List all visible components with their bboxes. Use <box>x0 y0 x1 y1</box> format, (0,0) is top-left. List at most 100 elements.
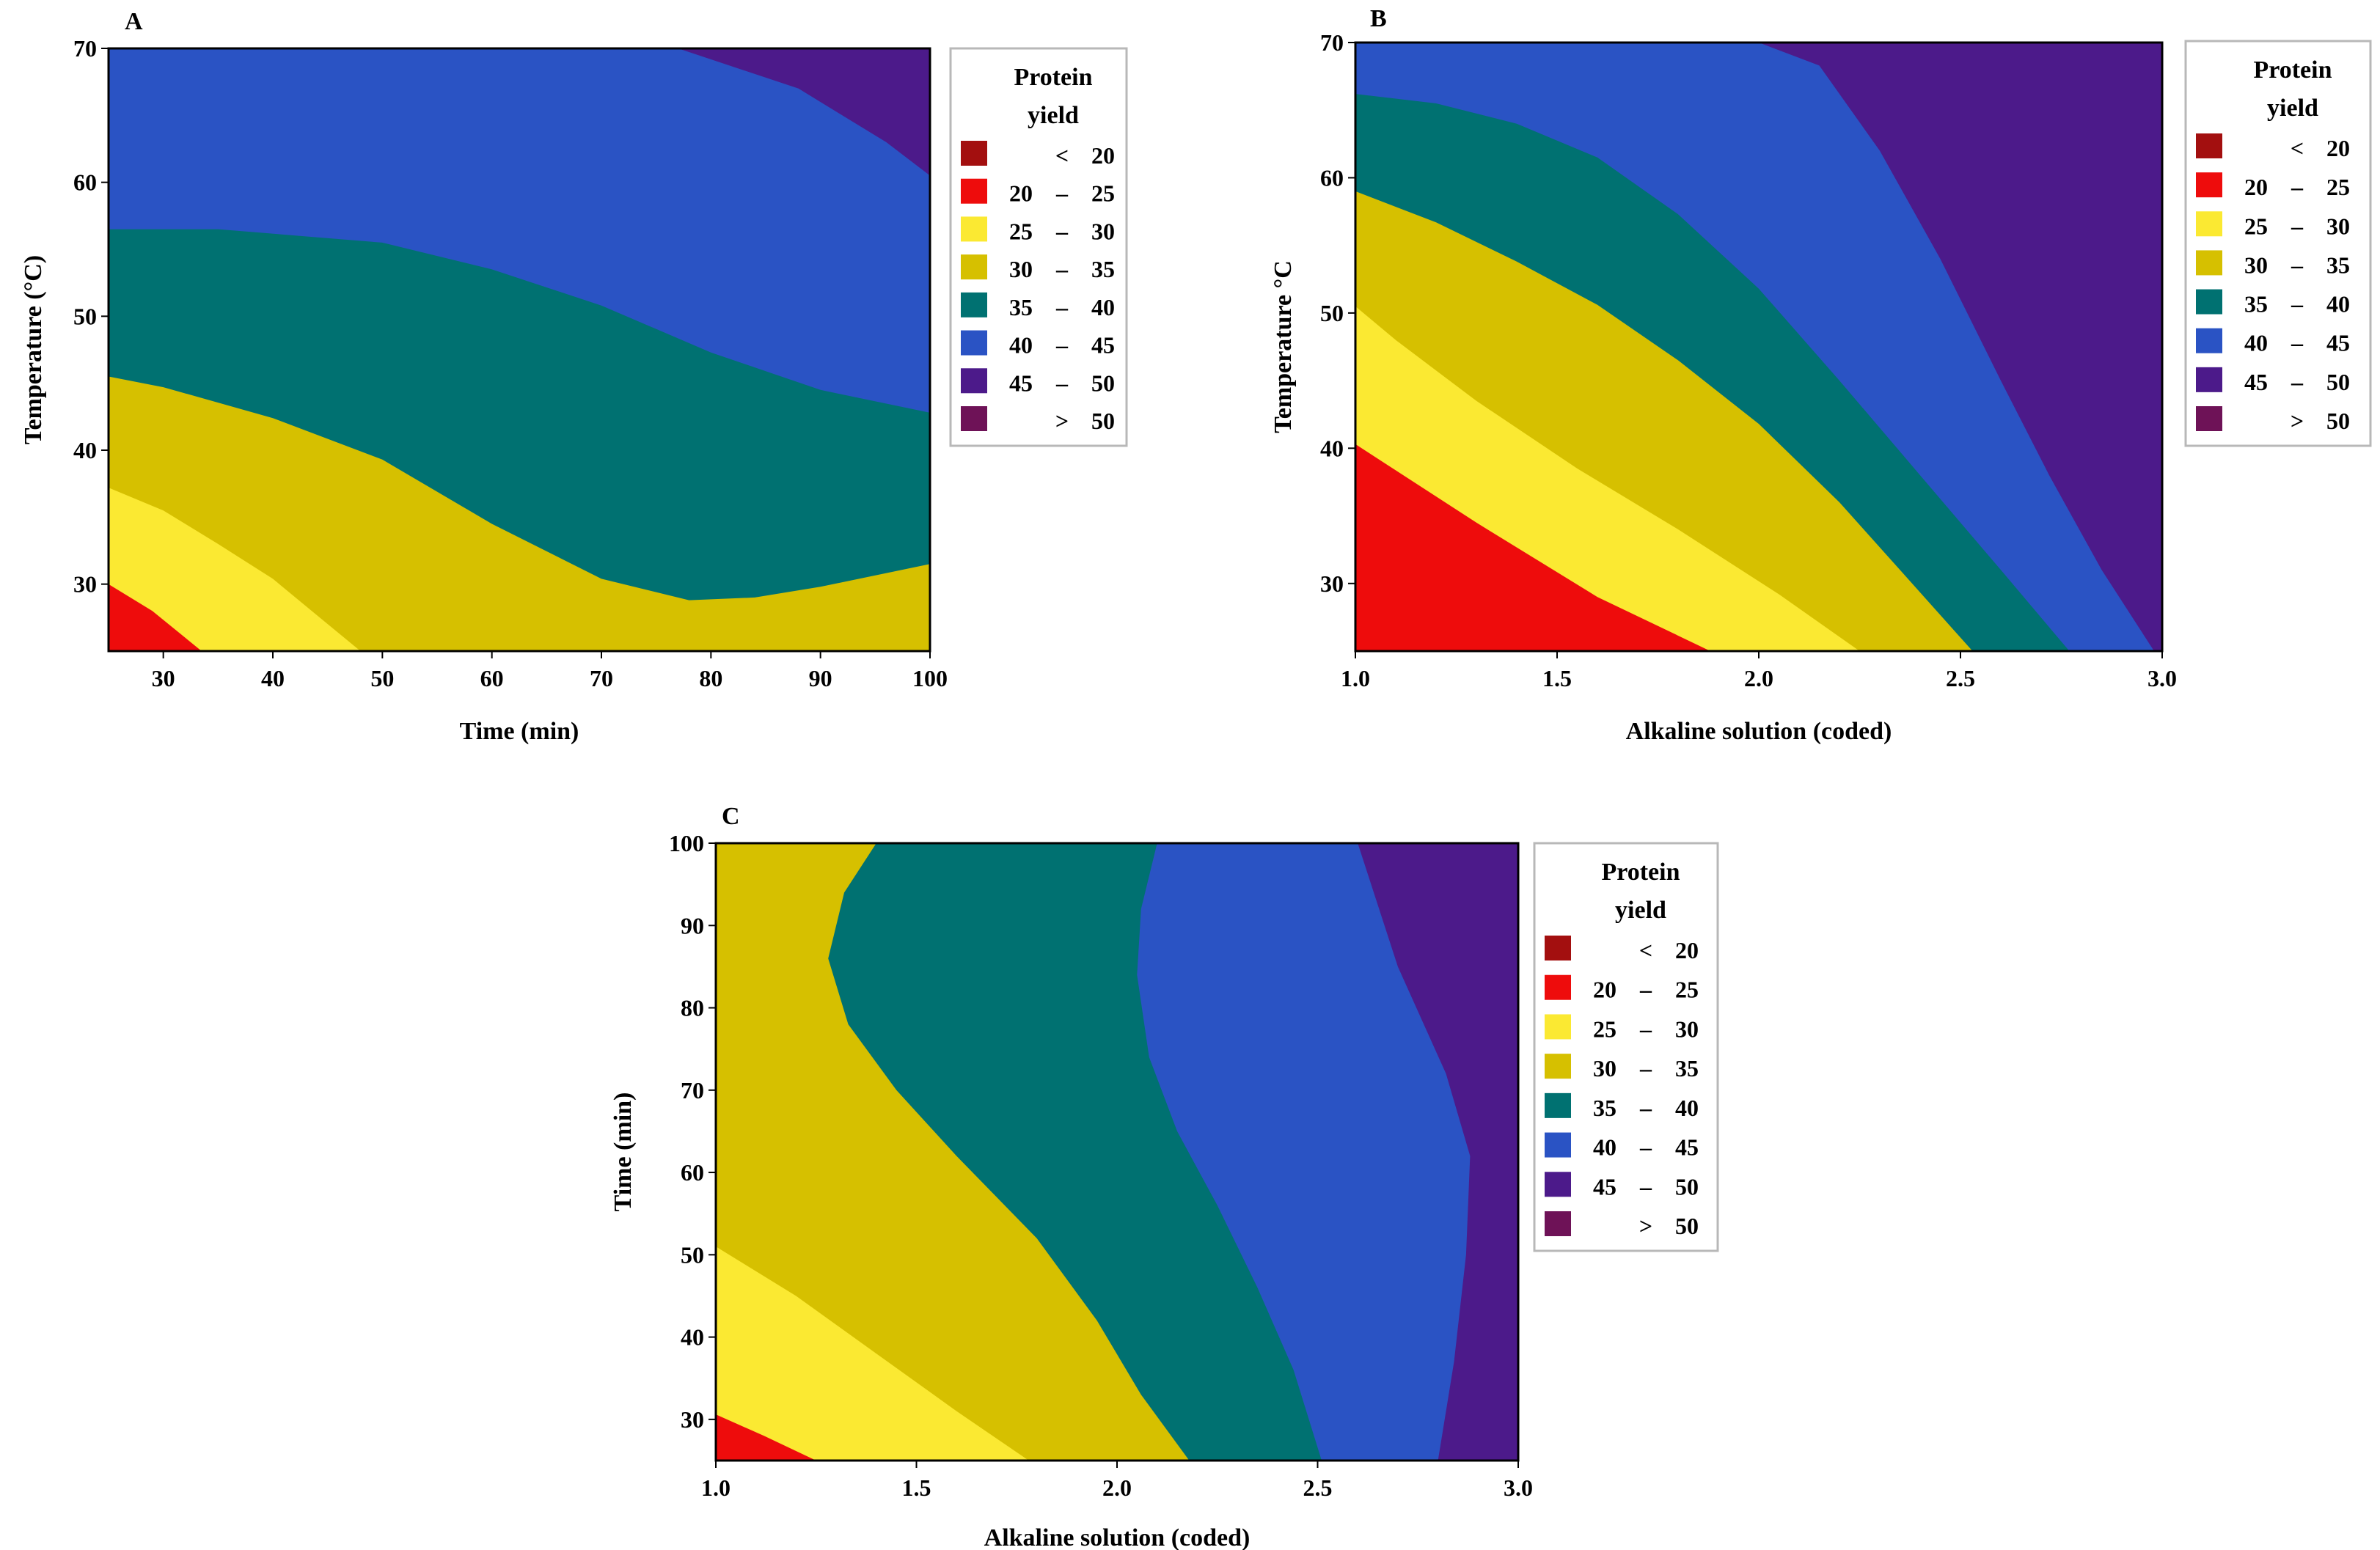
panel-c-x-tick-label: 2.5 <box>1303 1474 1333 1501</box>
panel-c-y-tick-label: 90 <box>681 912 704 939</box>
panel-c-legend-low: 35 <box>1593 1095 1616 1121</box>
panel-b-y-tick-label: 50 <box>1320 300 1344 326</box>
panel-a-legend-title: yield <box>1028 102 1079 129</box>
panel-a-x-tick-label: 80 <box>699 665 722 691</box>
panel-a-legend-high: 35 <box>1091 256 1115 282</box>
panel-a-contour-band-b30-35 <box>109 376 930 651</box>
panel-a-legend-swatch <box>961 292 987 317</box>
panel-c-x-tick-label: 1.0 <box>701 1474 731 1501</box>
panel-c-legend-swatch <box>1545 1211 1571 1236</box>
panel-a-y-axis-label: Temperature (°C) <box>20 255 47 444</box>
panel-b-contour-band-b20-25 <box>1355 444 1710 651</box>
panel-c-contour-band-b25-30 <box>716 1246 1029 1461</box>
panel-b-x-tick-label: 1.0 <box>1341 665 1370 691</box>
panel-c-legend-low: 40 <box>1593 1134 1616 1161</box>
panel-a-x-tick-label: 70 <box>590 665 613 691</box>
panel-c-legend-sep: – <box>1639 1095 1652 1121</box>
panel-b-legend-swatch <box>2196 172 2222 198</box>
panel-a-y-tick-label: 30 <box>73 571 97 598</box>
panel-b-legend-high: 35 <box>2326 251 2350 278</box>
panel-b-legend-high: 25 <box>2326 174 2350 200</box>
panel-b-legend-high: 45 <box>2326 330 2350 356</box>
panel-a-y-tick-label: 40 <box>73 437 97 463</box>
panel-a-ticks: 30 40 50 60 70 80 90 100 30 40 50 60 70 <box>73 35 948 691</box>
panel-c-y-tick-label: 80 <box>681 995 704 1021</box>
panel-c-legend-low: 30 <box>1593 1055 1616 1081</box>
panel-b-x-tick-label: 1.5 <box>1542 665 1572 691</box>
panel-b-legend-high: 40 <box>2326 291 2350 317</box>
panel-c-legend-high: 35 <box>1675 1055 1699 1081</box>
panel-c-legend-swatch <box>1545 936 1571 961</box>
panel-a-x-tick-label: 40 <box>261 665 285 691</box>
panel-b-ticks: 1.0 1.5 2.0 2.5 3.0 30 40 50 60 70 <box>1320 29 2177 691</box>
panel-a-legend-sep: – <box>1055 218 1069 244</box>
panel-a-y-tick-label: 60 <box>73 169 97 196</box>
panel-b-legend-swatch <box>2196 211 2222 237</box>
panel-b-legend-low: 40 <box>2244 330 2268 356</box>
panel-b-legend-title: yield <box>2267 95 2318 122</box>
panel-a-x-tick-label: 30 <box>152 665 175 691</box>
panel-c-y-tick-label: 60 <box>681 1159 704 1186</box>
panel-b-legend-swatch <box>2196 328 2222 353</box>
panel-a-legend-sep: – <box>1055 180 1069 207</box>
panel-b-legend-swatch <box>2196 367 2222 392</box>
panel-c-x-tick-label: 2.0 <box>1102 1474 1132 1501</box>
panel-a-legend-sep: < <box>1055 142 1069 169</box>
panel-c-legend-high: 30 <box>1675 1015 1699 1042</box>
panel-a-legend-low: 45 <box>1009 370 1033 396</box>
panel-c-legend-swatch <box>1545 1014 1571 1040</box>
panel-c-legend-sep: – <box>1639 977 1652 1003</box>
panel-a-legend-high: 30 <box>1091 218 1115 244</box>
panel-a-x-tick-label: 100 <box>912 665 948 691</box>
panel-c-legend-high: 45 <box>1675 1134 1699 1161</box>
panel-c-legend-high: 50 <box>1675 1213 1699 1239</box>
panel-b-legend-sep: < <box>2291 135 2304 161</box>
panel-b-legend-sep: – <box>2291 291 2304 317</box>
panel-a-y-tick-label: 70 <box>73 35 97 62</box>
panel-a-legend-swatch <box>961 141 987 166</box>
panel-b-legend-sep: – <box>2291 369 2304 395</box>
panel-b: B 1.0 1.5 2.0 2.5 3.0 30 40 50 60 70 Alkaline sol… <box>1270 5 2372 745</box>
panel-a-legend-swatch <box>961 406 987 431</box>
panel-a-frame <box>107 47 931 653</box>
panel-a-legend-high: 25 <box>1091 180 1115 207</box>
panel-b-letter: B <box>1370 5 1387 32</box>
panel-a-contour-band-b45-50 <box>678 48 930 176</box>
panel-b-y-tick-label: 40 <box>1320 435 1344 461</box>
panel-b-legend-title: Protein <box>2253 56 2332 84</box>
panel-a-legend-low: 40 <box>1009 332 1033 359</box>
panel-b-legend-sep: – <box>2291 251 2304 278</box>
panel-a-legend-swatch <box>961 254 987 280</box>
panel-c-legend-title: Protein <box>1601 859 1680 886</box>
panel-a-y-tick-label: 50 <box>73 303 97 329</box>
panel-b-legend-low: 25 <box>2244 213 2268 239</box>
panel-a-x-axis-label: Time (min) <box>460 718 579 745</box>
panel-b-legend-swatch <box>2196 250 2222 276</box>
panel-a-legend-sep: – <box>1055 294 1069 320</box>
panel-c-legend-swatch <box>1545 974 1571 1000</box>
panel-c-legend-sep: – <box>1639 1134 1652 1161</box>
panel-b-plot-area <box>1355 43 2162 651</box>
panel-c-y-axis-label: Time (min) <box>609 1092 637 1212</box>
panel-a-contour-band-b25-30 <box>109 488 361 651</box>
panel-a-plot-area <box>109 48 930 651</box>
panel-c-x-tick-label: 1.5 <box>902 1474 931 1501</box>
panel-c-legend-low: 45 <box>1593 1173 1616 1200</box>
panel-c-legend-sep: – <box>1639 1173 1652 1200</box>
panel-a-x-tick-label: 60 <box>480 665 504 691</box>
panel-a-legend-high: 45 <box>1091 332 1115 359</box>
panel-c-legend-high: 20 <box>1675 937 1699 963</box>
panel-a-legend-high: 50 <box>1091 370 1115 396</box>
panel-a-legend-sep: – <box>1055 332 1069 359</box>
panel-c-y-tick-label: 50 <box>681 1241 704 1268</box>
panel-c-legend-high: 40 <box>1675 1095 1699 1121</box>
panel-c-ticks: 1.0 1.5 2.0 2.5 3.0 30 40 50 60 70 80 90 100 <box>669 830 1533 1501</box>
panel-b-y-tick-label: 60 <box>1320 164 1344 191</box>
panel-b-x-axis-label: Alkaline solution (coded) <box>1626 718 1892 745</box>
panel-a-legend-sep: > <box>1055 408 1069 434</box>
panel-a-contour-band-b20-25 <box>109 584 202 651</box>
panel-b-x-tick-label: 3.0 <box>2148 665 2177 691</box>
panel-b-legend-sep: > <box>2291 408 2304 434</box>
